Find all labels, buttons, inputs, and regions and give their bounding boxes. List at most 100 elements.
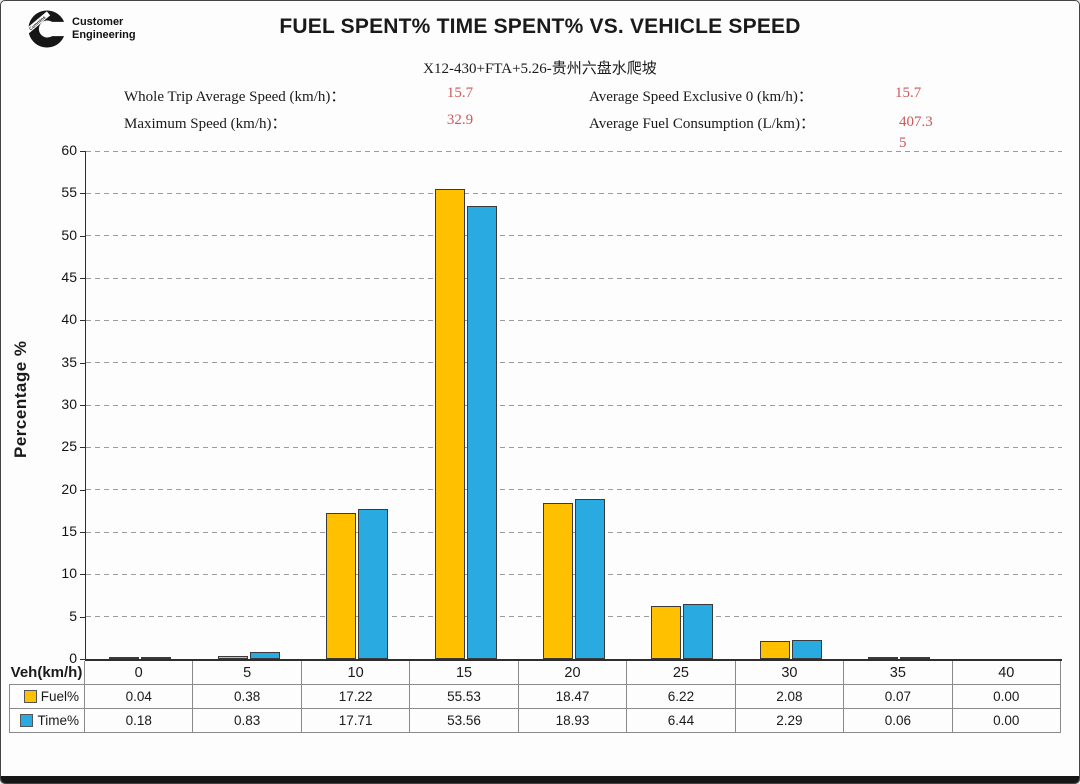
stat-value-avg-speed-exclusive-0: 15.7 bbox=[895, 85, 922, 101]
fuel-bar bbox=[543, 502, 573, 659]
gridline bbox=[86, 192, 1062, 194]
y-tick-mark bbox=[80, 193, 85, 195]
y-tick-label: 10 bbox=[61, 565, 77, 582]
fuel-bar bbox=[326, 513, 356, 659]
gridline bbox=[86, 319, 1062, 321]
table-category-header: 10 bbox=[301, 661, 411, 685]
stat-value-whole-trip-avg-speed: 15.7 bbox=[446, 85, 474, 101]
y-tick-mark bbox=[80, 616, 85, 618]
series-name: Time% bbox=[37, 713, 79, 728]
y-tick-label: 35 bbox=[61, 353, 77, 370]
table-category-header: 5 bbox=[193, 661, 302, 685]
gridline bbox=[86, 277, 1062, 279]
gridline bbox=[86, 489, 1062, 491]
table-category-header: 35 bbox=[844, 661, 953, 685]
fuel-bar bbox=[218, 655, 248, 659]
y-tick-label: 60 bbox=[61, 142, 77, 158]
table-category-header: 40 bbox=[952, 661, 1061, 685]
table-value-cell: 2.29 bbox=[735, 709, 845, 733]
chart-subtitle: X12-430+FTA+5.26-贵州六盘水爬坡 bbox=[423, 61, 657, 77]
table-value-cell: 0.07 bbox=[844, 685, 953, 709]
fuel-legend-key bbox=[23, 690, 37, 703]
table-value-cell: 2.08 bbox=[735, 685, 845, 709]
y-tick-label: 0 bbox=[69, 650, 77, 666]
stat-label-avg-speed-exclusive-0: Average Speed Exclusive 0 (km/h)： bbox=[589, 89, 813, 105]
y-tick-mark bbox=[80, 532, 85, 533]
table-row-header: Fuel% bbox=[9, 685, 85, 709]
table-value-cell: 53.56 bbox=[410, 709, 519, 733]
chart-title: FUEL SPENT% TIME SPENT% VS. VEHICLE SPEE… bbox=[279, 15, 801, 38]
logo-line1: Customer bbox=[72, 15, 124, 28]
time-bar bbox=[900, 657, 930, 659]
y-tick-label: 30 bbox=[61, 396, 77, 412]
table-category-header: 25 bbox=[627, 661, 736, 685]
gridline bbox=[86, 235, 1062, 237]
series-name: Fuel% bbox=[40, 689, 79, 704]
y-tick-label: 55 bbox=[61, 184, 77, 201]
x-axis-label: Veh(km/h) bbox=[9, 661, 85, 685]
y-tick-mark bbox=[80, 405, 85, 406]
y-tick-label: 45 bbox=[61, 269, 77, 285]
fuel-bar bbox=[868, 657, 898, 659]
y-tick-mark bbox=[80, 574, 85, 576]
table-value-cell: 55.53 bbox=[410, 685, 519, 709]
time-bar bbox=[141, 657, 171, 659]
gridline bbox=[86, 446, 1062, 448]
data-table: Veh(km/h) 0 5 10 15 20 25 30 35 40 Fuel% 0.04 0.38 17… bbox=[9, 661, 1061, 733]
stat-label-avg-fuel-consumption: Average Fuel Consumption (L/km)： bbox=[589, 116, 815, 132]
stat-value-maximum-speed: 32.9 bbox=[446, 112, 474, 128]
y-axis-title: Percentage % bbox=[11, 340, 30, 458]
table-category-header: 20 bbox=[518, 661, 628, 685]
y-tick-label: 15 bbox=[61, 523, 77, 539]
y-tick-mark bbox=[80, 659, 85, 660]
cummins-logo-icon: Cummins bbox=[27, 10, 65, 48]
cummins-logo: Cummins Customer Engineering bbox=[27, 10, 136, 48]
stat-label-maximum-speed: Maximum Speed (km/h)： bbox=[124, 116, 287, 132]
fuel-bar bbox=[109, 657, 139, 659]
table-value-cell: 0.00 bbox=[952, 709, 1061, 733]
time-bar bbox=[250, 651, 280, 659]
time-legend-key bbox=[20, 714, 34, 727]
y-tick-label: 40 bbox=[61, 311, 77, 328]
y-tick-mark bbox=[80, 278, 85, 279]
table-category-header: 15 bbox=[410, 661, 519, 685]
fuel-bar bbox=[435, 188, 465, 659]
time-bar bbox=[683, 604, 713, 659]
table-row-header: Time% bbox=[9, 709, 85, 733]
table-value-cell: 6.44 bbox=[627, 709, 736, 733]
gridline bbox=[86, 616, 1062, 618]
table-value-cell: 0.83 bbox=[193, 709, 302, 733]
y-tick-label: 5 bbox=[69, 607, 77, 624]
table-value-cell: 0.06 bbox=[844, 709, 953, 733]
time-bar bbox=[792, 639, 822, 659]
table-value-cell: 0.38 bbox=[193, 685, 302, 709]
bottom-border-strip bbox=[1, 776, 1079, 783]
table-value-cell: 6.22 bbox=[627, 685, 736, 709]
gridline bbox=[86, 531, 1062, 533]
y-tick-mark bbox=[80, 235, 85, 237]
fuel-bar bbox=[760, 641, 790, 659]
logo-line2: Engineering bbox=[72, 29, 136, 41]
table-category-header: 0 bbox=[85, 661, 194, 685]
fuel-bar bbox=[651, 606, 681, 659]
table-value-cell: 17.71 bbox=[301, 709, 411, 733]
table-value-cell: 0.18 bbox=[85, 709, 194, 733]
time-bar bbox=[467, 205, 497, 659]
gridline bbox=[86, 404, 1062, 406]
y-tick-label: 50 bbox=[61, 226, 77, 243]
y-tick-label: 25 bbox=[61, 438, 77, 455]
table-value-cell: 17.22 bbox=[301, 685, 411, 709]
table-category-header: 30 bbox=[735, 661, 845, 685]
y-tick-mark bbox=[80, 151, 85, 152]
y-tick-mark bbox=[80, 447, 85, 449]
gridline bbox=[86, 362, 1062, 364]
table-value-cell: 0.04 bbox=[85, 685, 194, 709]
y-tick-mark bbox=[80, 362, 85, 364]
gridline bbox=[86, 150, 1062, 152]
logo-text: Customer Engineering bbox=[72, 16, 136, 42]
time-bar bbox=[575, 498, 605, 659]
plot-area bbox=[85, 150, 1062, 661]
y-tick-mark bbox=[80, 489, 85, 491]
y-tick-label: 20 bbox=[61, 480, 77, 497]
